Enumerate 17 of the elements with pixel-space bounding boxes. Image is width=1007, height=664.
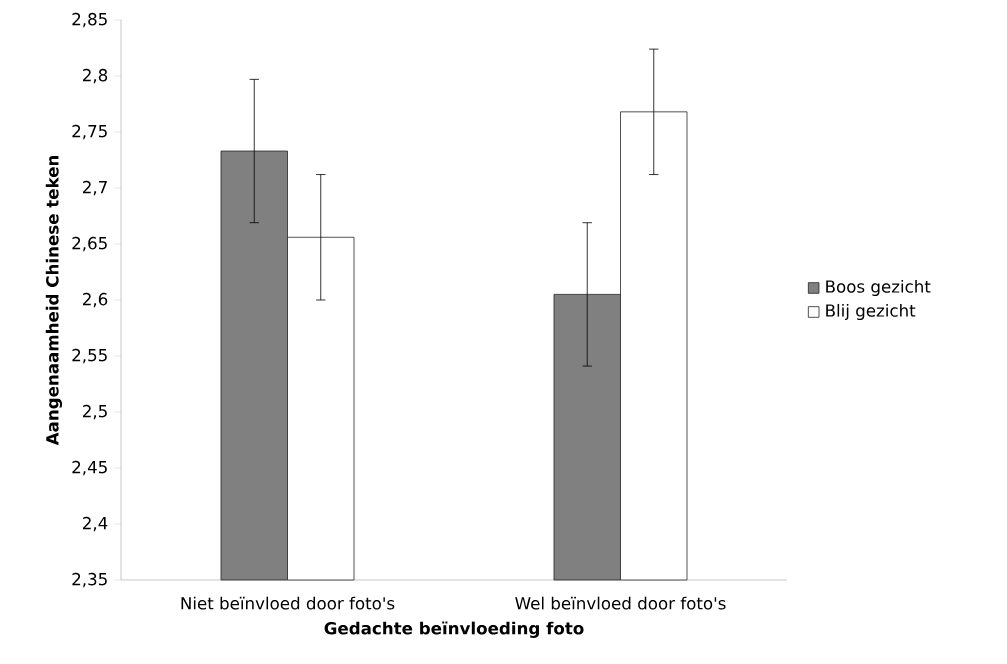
x-tick-label: Niet beïnvloed door foto's [181,596,395,610]
y-tick-label: 2,35 [72,572,107,588]
y-tick-label: 2,7 [83,180,107,196]
y-tick-label: 2,85 [72,12,107,28]
y-tick-label: 2,5 [83,404,107,420]
y-tick-label: 2,75 [72,124,107,140]
x-tick-label: Wel beïnvloed door foto's [515,596,726,610]
y-tick-label: 2,8 [83,68,108,84]
legend-label: Blij gezicht [826,303,916,321]
y-tick-label: 2,4 [83,516,108,532]
legend-label: Boos gezicht [826,279,931,297]
x-axis-title: Gedachte beïnvloeding foto [324,621,584,638]
y-axis-title: Aangenaamheid Chinese teken [45,155,63,446]
y-tick-label: 2,55 [72,348,107,364]
y-tick-label: 2,65 [72,236,107,252]
y-tick-label: 2,6 [83,292,108,308]
y-tick-label: 2,45 [72,460,107,476]
